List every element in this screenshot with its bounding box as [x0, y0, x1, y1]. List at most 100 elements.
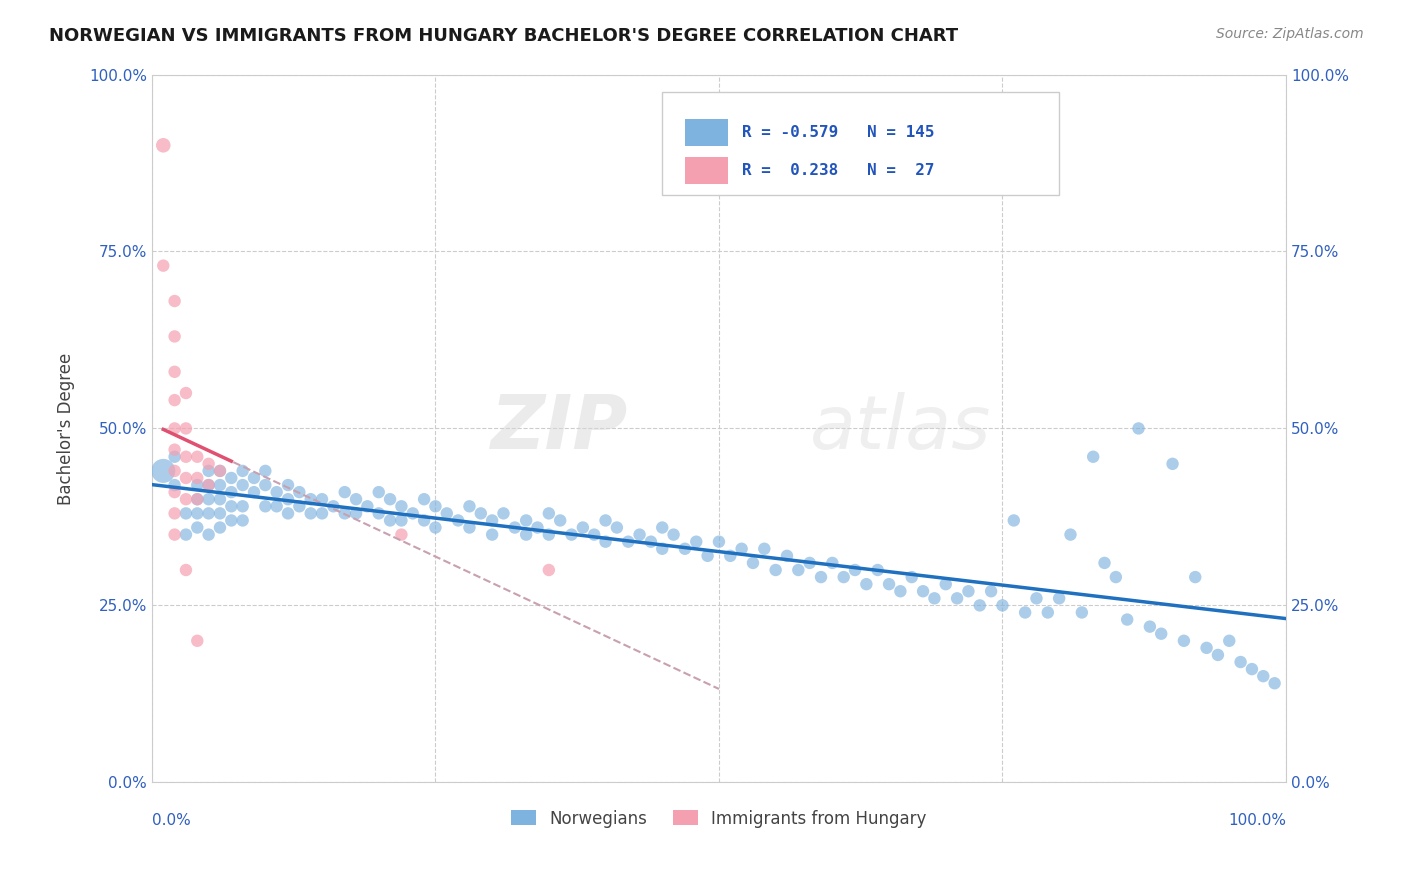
Point: [186, 471, 208, 485]
Point: [208, 464, 231, 478]
Point: [243, 485, 266, 500]
Point: [232, 464, 254, 478]
Point: [425, 500, 447, 514]
Point: [526, 520, 548, 534]
Point: [662, 527, 685, 541]
Point: [344, 492, 367, 507]
Point: [402, 507, 425, 521]
Point: [617, 534, 640, 549]
Point: [163, 464, 186, 478]
Point: [425, 520, 447, 534]
Point: [1116, 613, 1139, 627]
Point: [1105, 570, 1128, 584]
Point: [458, 500, 481, 514]
Point: [1128, 421, 1150, 435]
Point: [413, 492, 436, 507]
Point: [288, 500, 311, 514]
Point: [186, 633, 208, 648]
Point: [537, 527, 560, 541]
Point: [436, 507, 458, 521]
Point: [221, 485, 243, 500]
Point: [221, 471, 243, 485]
Point: [208, 520, 231, 534]
Point: [481, 513, 503, 527]
Point: [969, 599, 991, 613]
Text: R =  0.238   N =  27: R = 0.238 N = 27: [741, 162, 934, 178]
Point: [1036, 606, 1059, 620]
Point: [152, 138, 174, 153]
Point: [844, 563, 866, 577]
Point: [1025, 591, 1047, 606]
Point: [754, 541, 776, 556]
Point: [855, 577, 877, 591]
Point: [832, 570, 855, 584]
Point: [957, 584, 980, 599]
Point: [537, 563, 560, 577]
Point: [197, 527, 219, 541]
Point: [606, 520, 628, 534]
Point: [946, 591, 969, 606]
Point: [1002, 513, 1025, 527]
Point: [1173, 633, 1195, 648]
Point: [367, 507, 389, 521]
Point: [810, 570, 832, 584]
Point: [163, 450, 186, 464]
Point: [186, 492, 208, 507]
Point: [186, 492, 208, 507]
Point: [787, 563, 810, 577]
Point: [367, 485, 389, 500]
Point: [900, 570, 922, 584]
Point: [1206, 648, 1229, 662]
Point: [447, 513, 470, 527]
Point: [288, 485, 311, 500]
Point: [208, 507, 231, 521]
Point: [391, 500, 413, 514]
Point: [277, 478, 299, 492]
Point: [174, 527, 197, 541]
Point: [232, 478, 254, 492]
Point: [718, 549, 741, 563]
Point: [1083, 450, 1105, 464]
Point: [651, 541, 673, 556]
Point: [333, 485, 356, 500]
Point: [799, 556, 821, 570]
Point: [266, 485, 288, 500]
Text: 100.0%: 100.0%: [1227, 813, 1286, 828]
Point: [391, 527, 413, 541]
Point: [174, 471, 197, 485]
Point: [174, 563, 197, 577]
Point: [742, 556, 765, 570]
Point: [730, 541, 752, 556]
Point: [208, 464, 231, 478]
Point: [877, 577, 900, 591]
Bar: [685, 120, 728, 146]
Bar: [685, 157, 728, 184]
Point: [197, 478, 219, 492]
Point: [174, 450, 197, 464]
Point: [595, 513, 617, 527]
Point: [243, 471, 266, 485]
Point: [174, 507, 197, 521]
Point: [889, 584, 911, 599]
Point: [322, 500, 344, 514]
Point: [152, 259, 174, 273]
Point: [866, 563, 889, 577]
Point: [980, 584, 1002, 599]
Point: [821, 556, 844, 570]
Point: [152, 464, 174, 478]
Point: [208, 478, 231, 492]
Point: [537, 507, 560, 521]
Point: [208, 492, 231, 507]
Point: [481, 527, 503, 541]
Point: [174, 386, 197, 401]
Point: [1094, 556, 1116, 570]
Text: 0.0%: 0.0%: [152, 813, 191, 828]
Point: [548, 513, 571, 527]
Point: [174, 492, 197, 507]
Point: [299, 507, 322, 521]
Point: [254, 464, 277, 478]
Point: [1150, 626, 1173, 640]
Point: [1240, 662, 1263, 676]
Point: [515, 513, 537, 527]
FancyBboxPatch shape: [662, 92, 1059, 194]
